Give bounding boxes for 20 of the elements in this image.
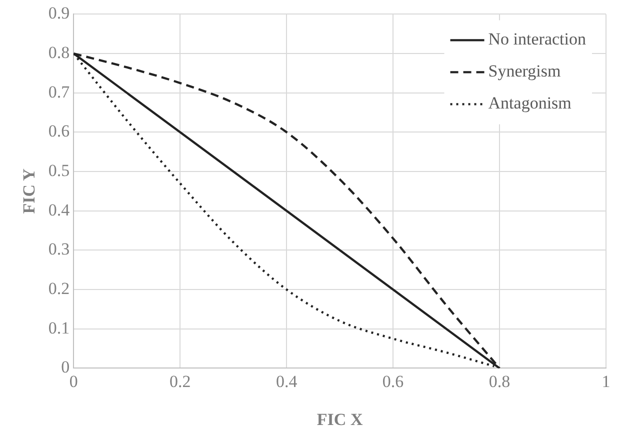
y-tick-label: 0.3 xyxy=(48,240,70,259)
y-tick-label: 0 xyxy=(61,358,70,377)
y-tick-label: 0.2 xyxy=(48,279,70,298)
legend-label: No interaction xyxy=(488,30,586,49)
x-axis-title: FIC X xyxy=(316,410,364,430)
x-tick-label: 0.4 xyxy=(276,372,298,391)
y-tick-label: 0.7 xyxy=(48,82,70,102)
x-tick-label: 0.2 xyxy=(169,372,191,391)
y-tick-label: 0.6 xyxy=(48,122,70,141)
x-tick-label: 0.8 xyxy=(488,372,510,391)
legend-label: Synergism xyxy=(488,62,561,81)
y-tick-label: 0.5 xyxy=(48,161,70,180)
y-tick-label: 0.1 xyxy=(48,318,70,338)
legend-label: Antagonism xyxy=(488,94,572,113)
x-tick-label: 1 xyxy=(602,372,610,391)
x-tick-label: 0.6 xyxy=(382,372,404,391)
y-tick-label: 0.8 xyxy=(48,43,70,62)
y-tick-label: 0.9 xyxy=(48,4,70,23)
y-axis-title: FIC Y xyxy=(20,168,39,214)
y-tick-label: 0.4 xyxy=(48,200,70,220)
